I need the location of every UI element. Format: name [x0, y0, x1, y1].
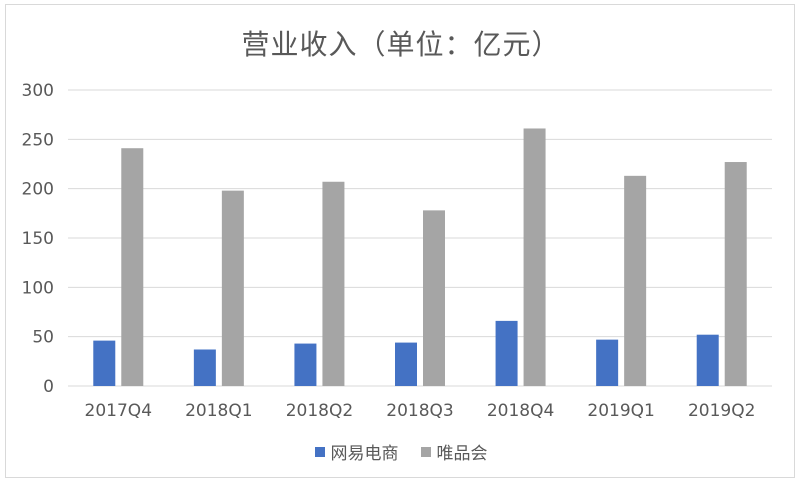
y-tick-label-150: 150	[22, 229, 54, 249]
x-tick-label-2019Q1: 2019Q1	[587, 401, 654, 421]
x-tick-label-2018Q1: 2018Q1	[185, 401, 252, 421]
y-tick-label-250: 250	[22, 130, 54, 150]
legend-swatch-series-2	[420, 446, 431, 457]
x-tick-label-2018Q3: 2018Q3	[386, 401, 453, 421]
y-tick-label-100: 100	[22, 278, 54, 298]
x-tick-label-2019Q2: 2019Q2	[688, 401, 755, 421]
chart-title: 营业收入（单位：亿元）	[241, 28, 561, 61]
legend: 网易电商 唯品会	[6, 439, 796, 464]
bar-series-2-2018Q2	[322, 181, 345, 386]
chart-frame: 营业收入（单位：亿元） 0 50 100 150 200 250 300 2017Q4 2018…	[5, 4, 795, 478]
bar-series-1-2017Q4	[93, 340, 116, 386]
bar-series-1-2019Q2	[696, 334, 719, 386]
y-tick-label-0: 0	[43, 377, 54, 397]
bar-series-2-2018Q3	[423, 210, 445, 386]
bar-series-1-2019Q1	[596, 339, 619, 386]
bar-series-2-2019Q1	[624, 175, 647, 386]
x-tick-label-2017Q4: 2017Q4	[85, 401, 152, 421]
plot-area: 0 50 100 150 200 250 300 2017Q4 2018Q1 2018Q2 2018…	[22, 81, 772, 421]
legend-label-series-1: 网易电商	[330, 444, 399, 464]
legend-item-series-1: 网易电商	[314, 439, 399, 464]
x-tick-label-2018Q4: 2018Q4	[487, 401, 554, 421]
legend-label-series-2: 唯品会	[436, 444, 488, 464]
y-tick-label-300: 300	[22, 81, 54, 101]
x-tick-label-2018Q2: 2018Q2	[286, 401, 353, 421]
y-tick-label-50: 50	[32, 328, 54, 348]
bar-series-2-2018Q4	[523, 128, 546, 386]
bar-series-2-2019Q2	[724, 162, 747, 386]
bar-series-1-2018Q1	[193, 349, 216, 386]
bar-series-1-2018Q2	[294, 343, 317, 386]
y-tick-label-200: 200	[22, 180, 54, 200]
bar-series-1-2018Q3	[395, 342, 417, 386]
legend-swatch-series-1	[314, 446, 325, 457]
bar-series-2-2017Q4	[121, 148, 144, 386]
bar-series-1-2018Q4	[495, 320, 518, 386]
legend-item-series-2: 唯品会	[420, 439, 488, 464]
bar-series-2-2018Q1	[221, 190, 244, 386]
